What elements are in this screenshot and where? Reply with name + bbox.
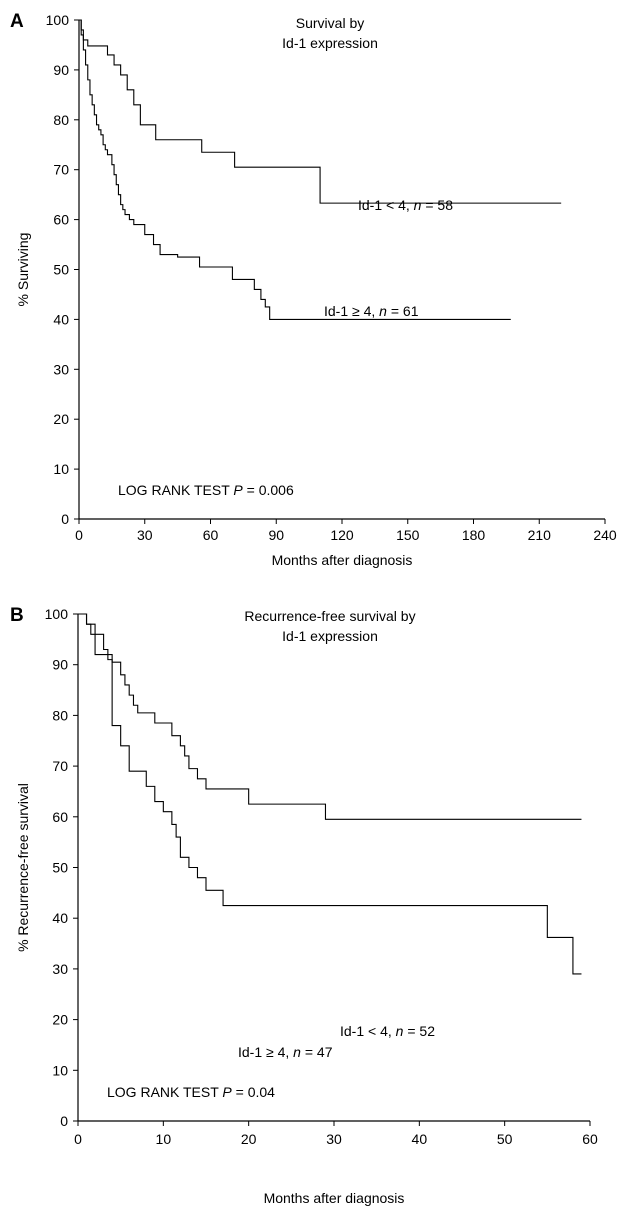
x-tick-label: 60 [582,1131,598,1147]
y-tick-label: 20 [52,1012,68,1028]
series-label-n: n [379,303,387,319]
y-tick-label: 70 [53,162,69,178]
series-label-n: n [293,1044,301,1060]
series-label-2: Id-1 ≥ 4, n = 47 [238,1044,333,1060]
series-label-group: Id-1 < 4, [340,1023,396,1039]
panel-letter: B [10,605,24,626]
x-tick-label: 40 [412,1131,428,1147]
chart-subtitle: Id-1 expression [282,35,378,51]
series-label-n: n [396,1023,404,1039]
annotation-prefix: LOG RANK TEST [118,482,233,498]
panel-b: B 0 10 20 30 40 50 60 70 80 90 100 0 10 20 30 40 50 60 Mont… [10,605,598,1206]
annotation-value: = 0.04 [232,1084,275,1100]
x-tick-label: 180 [462,527,486,543]
series-label-1: Id-1 < 4, n = 58 [358,197,453,213]
x-tick-label: 30 [326,1131,342,1147]
x-tick-label: 30 [137,527,153,543]
x-tick-label: 10 [156,1131,172,1147]
chart-title: Recurrence-free survival by [244,608,415,624]
series-label-count: = 47 [301,1044,333,1060]
x-tick-label: 90 [268,527,284,543]
series-label-group: Id-1 < 4, [358,197,414,213]
annotation-stat: P [222,1084,232,1100]
y-tick-label: 10 [53,461,69,477]
x-tick-label: 0 [74,1131,82,1147]
y-tick-label: 100 [45,606,69,622]
y-tick-label: 70 [52,758,68,774]
series-label-count: = 52 [403,1023,435,1039]
chart-subtitle: Id-1 expression [282,628,378,644]
log-rank-annotation: LOG RANK TEST P = 0.006 [118,482,294,498]
y-tick-label: 40 [52,910,68,926]
x-tick-label: 20 [241,1131,257,1147]
series-label-group: Id-1 ≥ 4, [324,303,379,319]
series-label-count: = 58 [421,197,453,213]
x-tick-label: 50 [497,1131,513,1147]
annotation-stat: P [233,482,243,498]
annotation-value: = 0.006 [243,482,294,498]
x-tick-label: 120 [330,527,354,543]
y-tick-label: 80 [52,707,68,723]
log-rank-annotation: LOG RANK TEST P = 0.04 [107,1084,275,1100]
x-axis-title: Months after diagnosis [264,1190,405,1206]
x-tick-label: 240 [593,527,617,543]
x-axis-title: Months after diagnosis [272,552,413,568]
survival-curve-1 [78,613,582,820]
x-tick-label: 150 [396,527,420,543]
y-tick-label: 80 [53,112,69,128]
series-label-2: Id-1 ≥ 4, n = 61 [324,303,419,319]
panel-a: A 0 10 20 30 40 50 60 70 80 90 100 0 30 60 90 120 150 180 2… [10,11,617,568]
series-label-1: Id-1 < 4, n = 52 [340,1023,435,1039]
survival-curve-2 [78,613,582,975]
survival-curve-1 [79,19,562,204]
y-tick-label: 10 [52,1062,68,1078]
annotation-prefix: LOG RANK TEST [107,1084,222,1100]
y-tick-label: 90 [53,62,69,78]
y-tick-label: 30 [53,361,69,377]
y-tick-label: 90 [52,657,68,673]
y-axis-title: % Recurrence-free survival [15,783,31,952]
survival-curve-2 [79,19,511,320]
y-tick-label: 0 [61,511,69,527]
y-tick-label: 40 [53,311,69,327]
y-axis-title: % Surviving [15,233,31,307]
y-tick-label: 20 [53,411,69,427]
y-tick-label: 60 [53,212,69,228]
y-tick-label: 100 [46,12,70,28]
chart-title: Survival by [296,15,364,31]
x-tick-label: 60 [203,527,219,543]
y-tick-label: 50 [53,262,69,278]
x-tick-label: 210 [528,527,552,543]
series-label-n: n [414,197,422,213]
x-tick-label: 0 [75,527,83,543]
y-tick-label: 50 [52,860,68,876]
series-label-count: = 61 [387,303,419,319]
y-tick-label: 60 [52,809,68,825]
series-label-group: Id-1 ≥ 4, [238,1044,293,1060]
y-tick-label: 0 [60,1113,68,1129]
panel-letter: A [10,11,24,32]
y-tick-label: 30 [52,961,68,977]
